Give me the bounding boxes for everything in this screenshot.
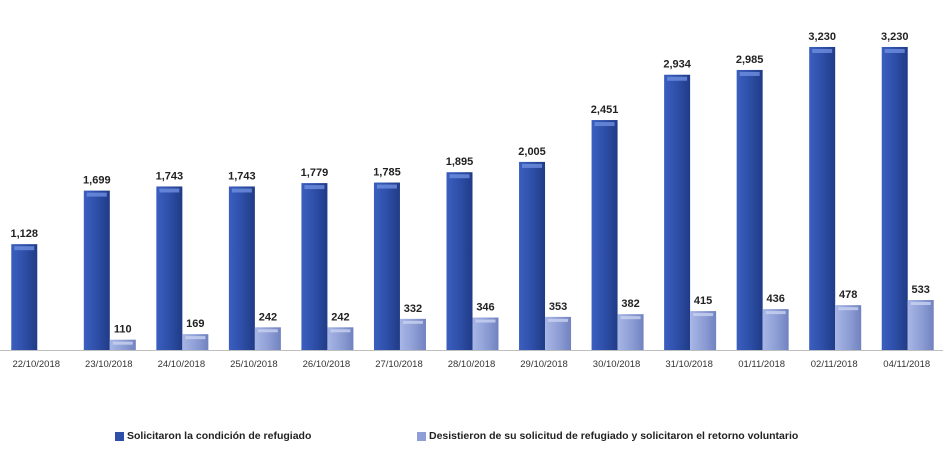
data-label-series-2: 110	[114, 324, 132, 336]
data-label-series-1: 2,934	[663, 59, 691, 71]
bar-series-1	[664, 74, 691, 350]
bar-series-2	[545, 316, 572, 350]
bar-series-1	[881, 46, 908, 350]
data-label-series-2: 169	[186, 318, 204, 330]
bar-cap-series-2	[620, 316, 641, 320]
data-label-series-1: 1,743	[156, 170, 184, 182]
legend-swatch-series-2	[417, 431, 426, 441]
bar-cap-series-2	[693, 313, 714, 317]
bar-cap-series-1	[14, 246, 35, 251]
x-tick-label: 25/10/2018	[230, 359, 278, 370]
bar-series-2	[472, 317, 499, 350]
data-label-series-2: 353	[549, 301, 567, 313]
bar-series-1	[83, 190, 110, 350]
bar-cap-series-2	[765, 311, 786, 315]
data-label-series-1: 1,785	[373, 167, 401, 179]
legend-label-series-1: Solicitaron la condición de refugiado	[127, 430, 312, 442]
bar-series-2	[907, 299, 934, 350]
data-label-series-1: 1,128	[11, 228, 39, 240]
bar-cap-series-2	[185, 336, 206, 340]
bar-cap-series-2	[475, 319, 496, 323]
x-tick-label: 22/10/2018	[12, 359, 60, 370]
x-tick-label: 28/10/2018	[448, 359, 496, 370]
bar-cap-series-1	[159, 188, 180, 193]
bar-series-1	[591, 120, 618, 350]
legend-label-series-2: Desistieron de su solicitud de refugiado…	[429, 430, 799, 442]
bar-cap-series-2	[910, 301, 931, 305]
data-label-series-1: 2,005	[518, 146, 546, 158]
bar-cap-series-2	[112, 341, 133, 345]
bar-series-1	[809, 46, 836, 350]
bar-series-2	[690, 311, 717, 350]
bar-series-1	[736, 69, 763, 350]
bar-cap-series-1	[594, 122, 615, 127]
bar-cap-series-1	[86, 192, 107, 197]
bar-cap-series-2	[838, 307, 859, 311]
bar-series-2	[399, 318, 426, 350]
x-tick-label: 31/10/2018	[665, 359, 713, 370]
bar-cap-series-1	[884, 48, 905, 53]
legend: Solicitaron la condición de refugiado De…	[0, 430, 943, 450]
data-label-series-2: 346	[476, 302, 494, 314]
data-label-series-2: 332	[404, 303, 422, 315]
bar-cap-series-2	[548, 318, 569, 322]
bar-series-1	[301, 183, 328, 350]
data-label-series-1: 1,895	[446, 156, 474, 168]
x-tick-label: 27/10/2018	[375, 359, 423, 370]
x-tick-label: 30/10/2018	[593, 359, 641, 370]
data-label-series-2: 415	[694, 295, 712, 307]
bar-series-1	[519, 161, 546, 350]
bar-cap-series-1	[812, 48, 833, 53]
data-label-series-1: 3,230	[808, 31, 836, 43]
x-tick-label: 29/10/2018	[520, 359, 568, 370]
bar-cap-series-1	[304, 185, 325, 190]
x-tick-label: 02/11/2018	[811, 359, 858, 370]
bar-series-2	[254, 327, 281, 350]
x-tick-label: 01/11/2018	[738, 359, 785, 370]
bar-series-1	[228, 186, 255, 350]
bar-series-2	[762, 309, 789, 350]
x-tick-label: 04/11/2018	[883, 359, 930, 370]
bar-cap-series-1	[739, 71, 760, 76]
bar-cap-series-1	[231, 188, 252, 193]
bar-cap-series-1	[376, 184, 397, 189]
data-label-series-2: 436	[766, 293, 784, 305]
bar-cap-series-2	[257, 329, 278, 333]
data-label-series-2: 242	[259, 311, 277, 323]
bar-series-2	[617, 314, 644, 350]
bar-chart-svg: 1,128 22/10/2018 1,699 110 23/10/2018 1,743 16…	[0, 31, 943, 370]
data-label-series-2: 382	[621, 298, 639, 310]
data-label-series-1: 3,230	[881, 31, 909, 43]
x-tick-label: 23/10/2018	[85, 359, 133, 370]
bar-cap-series-1	[522, 163, 543, 168]
bar-cap-series-1	[667, 76, 688, 81]
data-label-series-1: 1,779	[301, 167, 329, 179]
data-label-series-1: 2,451	[591, 104, 619, 116]
bar-cap-series-2	[330, 329, 351, 333]
legend-swatch-series-1	[115, 431, 124, 441]
bar-cap-series-1	[449, 174, 470, 179]
legend-item-series-2: Desistieron de su solicitud de refugiado…	[417, 430, 798, 442]
bar-series-2	[109, 339, 136, 350]
data-label-series-1: 1,743	[228, 170, 256, 182]
bar-series-1	[446, 172, 473, 350]
data-label-series-2: 533	[912, 284, 930, 296]
x-tick-label: 24/10/2018	[158, 359, 206, 370]
data-label-series-2: 242	[331, 311, 349, 323]
data-label-series-1: 1,699	[83, 175, 111, 187]
legend-item-series-1: Solicitaron la condición de refugiado	[115, 430, 311, 442]
bar-series-1	[156, 186, 183, 350]
data-label-series-2: 478	[839, 289, 857, 301]
bar-cap-series-2	[402, 320, 423, 324]
bar-series-2	[327, 327, 354, 350]
bar-series-1	[11, 244, 38, 350]
bar-series-1	[373, 182, 400, 350]
data-label-series-1: 2,985	[736, 54, 764, 66]
bar-series-2	[835, 305, 862, 350]
x-tick-label: 26/10/2018	[303, 359, 351, 370]
